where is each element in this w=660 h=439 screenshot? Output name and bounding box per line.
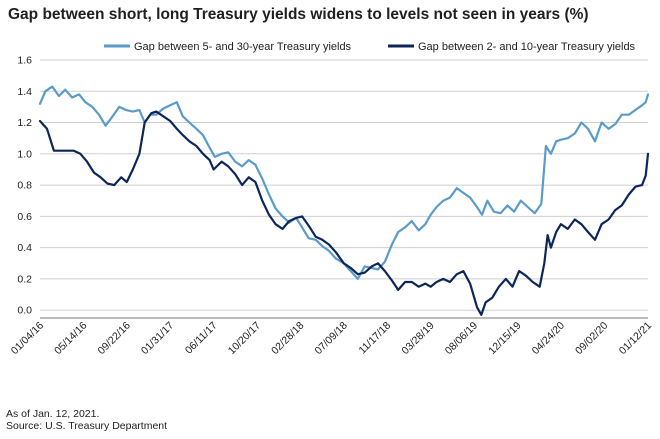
y-tick-label: 1.4 [17,86,32,98]
footnotes: As of Jan. 12, 2021. Source: U.S. Treasu… [6,408,167,432]
x-tick-label: 10/20/17 [226,320,263,357]
y-tick-label: 0.0 [17,305,32,317]
chart-title: Gap between short, long Treasury yields … [8,6,589,23]
x-tick-label: 03/28/19 [399,320,436,357]
x-tick-label: 08/06/19 [443,320,480,357]
x-tick-label: 11/17/18 [356,320,393,357]
y-tick-label: 1.2 [17,117,32,129]
x-tick-label: 09/22/16 [96,320,133,357]
legend-label: Gap between 5- and 30-year Treasury yiel… [134,41,352,53]
x-tick-label: 01/31/17 [139,320,176,357]
x-tick-label: 05/14/16 [52,320,89,357]
footnote-as-of: As of Jan. 12, 2021. [6,408,100,420]
y-tick-label: 0.2 [17,273,32,285]
y-tick-label: 1.0 [17,148,32,160]
x-tick-label: 12/15/19 [486,320,523,357]
x-tick-label: 01/04/16 [9,320,46,357]
x-tick-label: 04/24/20 [530,320,567,357]
x-tick-label: 09/02/20 [573,320,610,357]
y-tick-label: 1.6 [17,55,32,67]
legend-label: Gap between 2- and 10-year Treasury yiel… [418,41,636,53]
footnote-source: Source: U.S. Treasury Department [6,420,168,432]
series-line-2-10 [38,110,650,316]
x-tick-label: 01/12/21 [617,320,654,357]
x-tick-label: 07/09/18 [313,320,350,357]
series-line-5-30 [38,85,650,280]
y-tick-label: 0.8 [17,180,32,192]
x-tick-label: 02/28/18 [269,320,306,357]
y-tick-label: 0.4 [17,242,32,254]
x-tick-label: 06/11/17 [183,320,220,357]
y-tick-label: 0.6 [17,211,32,223]
line-chart: 0.0 0.2 0.4 0.6 0.8 1.0 1.2 1.4 1.6 01/04/16 05/14… [9,41,654,357]
